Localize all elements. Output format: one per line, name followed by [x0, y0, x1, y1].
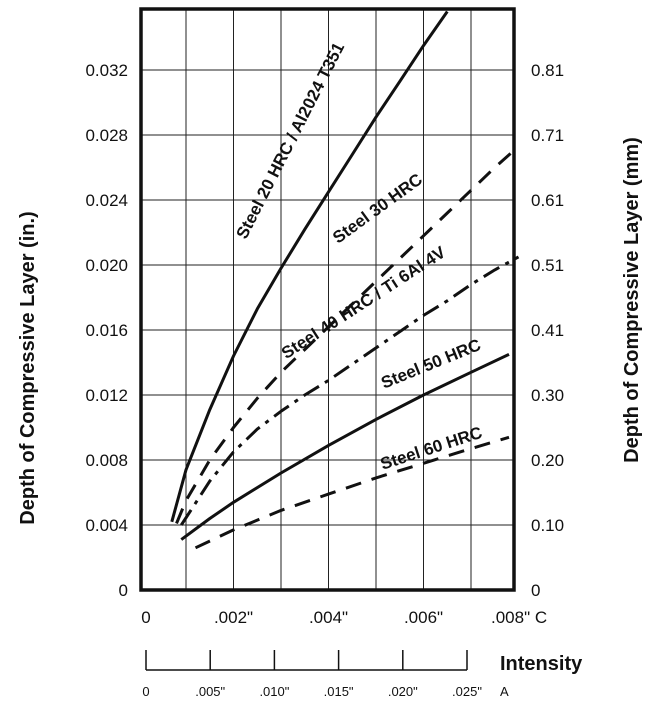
curve-4 [180, 353, 510, 541]
curve-label-5: Steel 60 HRC [378, 423, 485, 474]
y-tick-label-right: 0.20 [531, 451, 564, 470]
y-tick-label-left: 0.020 [85, 256, 128, 275]
a-scale: 0 .005" .010" .015" .020" .025" A [142, 650, 509, 699]
grid [141, 9, 514, 590]
a-scale-tick-label: .020" [388, 684, 418, 699]
x-tick-label: 0 [141, 608, 150, 627]
y-tick-label-right: 0.30 [531, 386, 564, 405]
curve-3 [180, 255, 520, 526]
y-tick-label-right: 0.61 [531, 191, 564, 210]
y-tick-label-left: 0.012 [85, 386, 128, 405]
curve-5 [194, 435, 510, 550]
y-tick-label-left: 0.028 [85, 126, 128, 145]
y-tick-label-left: 0.004 [85, 516, 128, 535]
a-scale-tick-label: .015" [324, 684, 354, 699]
curve-label-2: Steel 30 HRC [329, 170, 426, 248]
y-tick-label-left: 0.008 [85, 451, 128, 470]
curve-2 [175, 145, 520, 524]
a-scale-unit-label: A [500, 684, 509, 699]
y-tick-label-right: 0 [531, 581, 540, 600]
a-scale-tick-label: 0 [142, 684, 149, 699]
y-tick-label-left: 0.016 [85, 321, 128, 340]
x-tick-label: .008" C [491, 608, 547, 627]
y-axis-right-ticks: 0 0.10 0.20 0.30 0.41 0.51 0.61 0.71 0.81 [531, 61, 564, 600]
plot-frame [139, 7, 516, 592]
curve-1 [170, 10, 449, 523]
y-tick-label-right: 0.41 [531, 321, 564, 340]
x-axis-title: Intensity [500, 653, 583, 675]
y-tick-label-left: 0.024 [85, 191, 128, 210]
y-tick-label-right: 0.81 [531, 61, 564, 80]
y-tick-label-left: 0 [119, 581, 128, 600]
y-tick-label-right: 0.51 [531, 256, 564, 275]
a-scale-tick-label: .005" [195, 684, 225, 699]
x-tick-label: .004" [309, 608, 348, 627]
y-tick-label-right: 0.71 [531, 126, 564, 145]
a-scale-tick-label: .010" [259, 684, 289, 699]
curves [170, 10, 520, 550]
y-axis-left-ticks: 0 0.004 0.008 0.012 0.016 0.020 0.024 0.028 0.03… [85, 61, 128, 600]
curve-label-4: Steel 50 HRC [378, 335, 483, 392]
x-tick-label: .002" [214, 608, 253, 627]
y-axis-right-title: Depth of Compressive Layer (mm) [621, 137, 643, 463]
x-tick-label: .006" [404, 608, 443, 627]
y-tick-label-left: 0.032 [85, 61, 128, 80]
y-axis-left-title: Depth of Compressive Layer (in.) [17, 211, 39, 524]
y-tick-label-right: 0.10 [531, 516, 564, 535]
x-axis-c-ticks: 0 .002" .004" .006" .008" C [141, 608, 547, 627]
a-scale-tick-label: .025" [452, 684, 482, 699]
